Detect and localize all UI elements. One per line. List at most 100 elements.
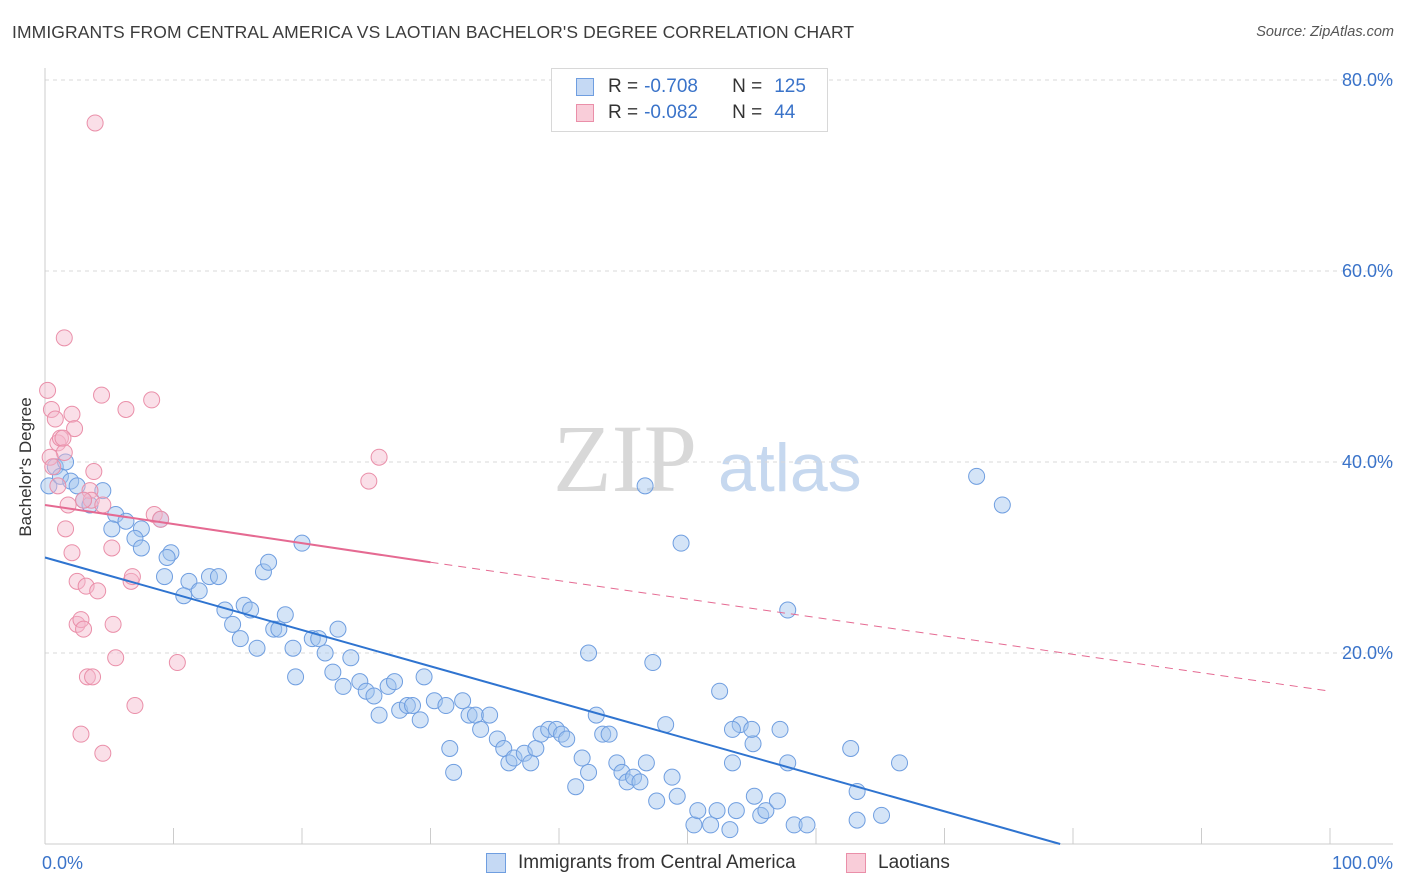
series-legend-laotians: Laotians [846, 852, 950, 874]
source-label: Source: ZipAtlas.com [1256, 24, 1394, 40]
laotian-trend-line [44, 503, 431, 564]
laotian-point [55, 329, 73, 347]
series-legend-central-america: Immigrants from Central America [486, 852, 796, 874]
watermark: ZIP atlas [553, 405, 862, 512]
laotian-point [66, 420, 84, 438]
laotian-point [57, 520, 75, 538]
central-america-point [573, 749, 591, 767]
legend-n-label: N = [732, 102, 763, 123]
x-tick-label: 0.0% [42, 853, 83, 873]
laotian-point [42, 400, 60, 418]
x-tick-label: 100.0% [1332, 853, 1393, 873]
central-america-point [580, 644, 598, 662]
laotian-point [117, 400, 135, 418]
central-america-point [158, 549, 176, 566]
laotian-point [78, 668, 96, 686]
central-america-point [466, 706, 484, 724]
central-america-point [668, 787, 686, 805]
central-america-point [334, 677, 352, 695]
central-america-point [993, 496, 1011, 514]
axes [44, 68, 1393, 845]
series-legend-label: Immigrants from Central America [518, 852, 796, 873]
central-america-point [132, 539, 150, 557]
series-swatch-pink [846, 853, 866, 873]
central-america-trend-line [44, 556, 1061, 845]
central-america-point [287, 668, 305, 686]
laotian-point [104, 615, 122, 633]
legend-r-label: R = [608, 76, 639, 97]
central-america-point [527, 740, 545, 757]
laotian-point [63, 405, 81, 423]
central-america-point [768, 792, 786, 810]
laotian-point [126, 697, 144, 715]
central-america-point [284, 639, 302, 657]
central-america-point [721, 821, 739, 839]
central-america-point [644, 654, 662, 672]
central-america-point [743, 720, 761, 738]
laotian-point [49, 434, 67, 452]
legend-r-value: -0.082 [644, 102, 698, 123]
central-america-point [689, 802, 707, 820]
central-america-point [276, 606, 294, 624]
central-america-point [672, 534, 690, 552]
laotian-trend-line-extension [430, 561, 1331, 692]
laotian-point [44, 458, 62, 476]
laotian-point [41, 448, 59, 466]
central-america-point [779, 601, 797, 619]
central-america-point [370, 706, 388, 724]
central-america-point [744, 735, 762, 753]
central-america-point [398, 697, 416, 715]
central-america-point [702, 816, 720, 834]
legend-n-value: 44 [774, 102, 796, 123]
central-america-point [231, 630, 249, 648]
laotian-point [54, 429, 72, 447]
central-america-point [94, 482, 112, 500]
central-america-point [631, 773, 649, 791]
laotian-point [93, 386, 111, 404]
central-america-point [798, 816, 816, 834]
chart-title: IMMIGRANTS FROM CENTRAL AMERICA VS LAOTI… [12, 22, 855, 42]
central-america-point [891, 754, 909, 772]
central-america-point [472, 720, 490, 738]
legend-swatch-pink [576, 104, 594, 122]
laotian-point [63, 544, 81, 562]
legend-r-value: -0.708 [644, 76, 698, 97]
laotian-point [55, 443, 73, 461]
central-america-point [40, 477, 58, 495]
laotian-point [68, 572, 86, 590]
central-america-point [505, 749, 523, 767]
laotian-point [168, 654, 186, 672]
central-america-point [785, 816, 803, 834]
y-tick-label: 80.0% [1342, 70, 1393, 90]
laotian-point [152, 510, 170, 528]
laotian-point [94, 496, 112, 514]
central-america-point [708, 802, 726, 820]
central-america-point [316, 644, 334, 662]
y-tick-label: 40.0% [1342, 452, 1393, 472]
central-america-point [437, 697, 455, 715]
laotian-point [49, 477, 67, 495]
central-america-point [126, 529, 144, 547]
laotian-point [72, 611, 90, 629]
central-america-point [68, 477, 86, 495]
stats-legend: R = -0.708 N = 125 R = -0.082 N = 44 [551, 68, 828, 132]
central-america-point [580, 763, 598, 781]
central-america-point [842, 740, 860, 757]
central-america-point [132, 520, 150, 538]
legend-n-label: N = [732, 76, 763, 97]
central-america-point [594, 725, 612, 743]
central-america-point [260, 553, 278, 571]
legend-row-central-america: R = -0.708 N = 125 [576, 75, 806, 99]
central-america-point [663, 768, 681, 786]
central-america-point [404, 697, 422, 715]
central-america-point [757, 802, 775, 820]
central-america-point [558, 730, 576, 748]
central-america-point [553, 725, 571, 743]
central-america-point [608, 754, 626, 772]
central-america-point [727, 802, 745, 820]
central-america-point [310, 630, 328, 648]
central-america-point [771, 720, 789, 738]
central-america-point [411, 711, 429, 729]
central-america-point [200, 568, 218, 586]
central-america-point [441, 740, 459, 757]
